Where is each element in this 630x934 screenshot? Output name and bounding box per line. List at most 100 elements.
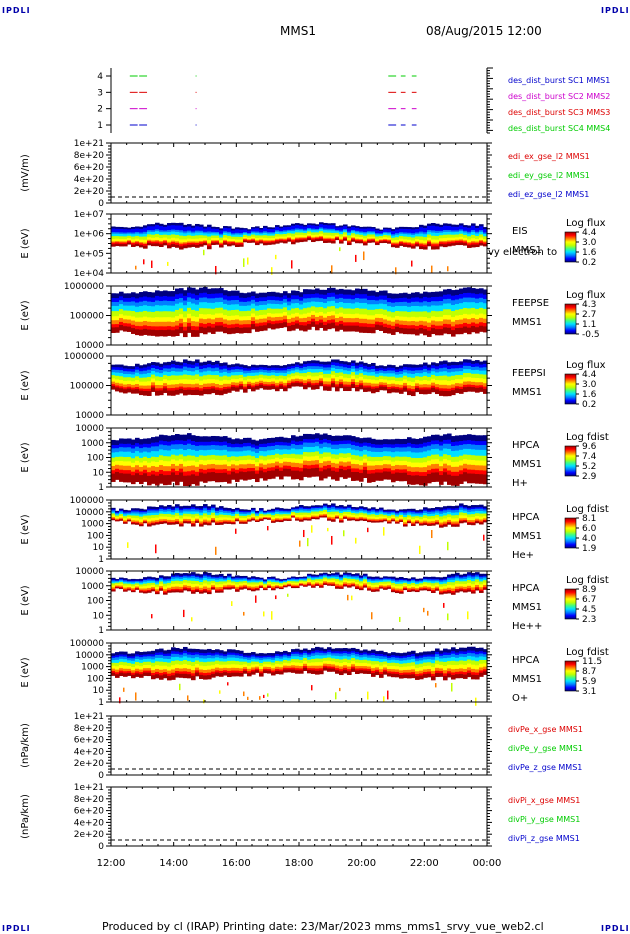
feepse-cell [451,295,456,301]
eis-cell [443,225,448,231]
hpca_h-cell [371,473,376,478]
hpca_he-cell [143,511,148,513]
hpca_h-cell [243,446,248,452]
eis-cell [303,232,308,236]
hpca_he-cell [319,505,324,508]
eis-cell [139,244,144,247]
hpca_h-cell [479,460,484,466]
feepsi-cell [403,366,408,371]
hpca_he-cell [127,513,132,516]
eis-cell [367,238,372,241]
feepsi-cell [199,384,204,389]
feepsi-cell [379,375,384,380]
feepse-colorbar-label: 2.7 [582,310,596,320]
hpca_h-cell [143,469,148,474]
hpca_h-cell [339,448,344,454]
feepse-cell [307,302,312,308]
feepse-cell [335,308,340,315]
hpca_he-cell [355,519,360,521]
hpca_he-cell [171,510,176,513]
feepsi-cell [411,391,416,394]
hpca_h-cell [147,462,152,468]
hpca_he-cell [355,508,360,511]
eis-cell [455,234,460,238]
eis-cell [475,236,480,240]
hpca_h-cell [423,451,428,458]
hpca_he-cell [219,514,224,518]
feepsi-cell [131,384,136,388]
hpca_he-cell [175,506,180,509]
feepsi-cell [135,366,140,371]
eis-cell [411,243,416,245]
hpca_he-cell [131,515,136,519]
eis-cell [287,225,292,228]
hpca_he-cell [183,509,188,512]
hpca_he-cell [127,518,132,521]
hpca_h-cell [427,470,432,475]
hpca_he-cell [279,509,284,512]
feepsi-cell [267,370,272,374]
eis-cell [299,232,304,236]
feepse-cell [171,317,176,323]
hpca_he-cell [183,521,188,523]
feepsi-cell [451,387,456,391]
hpca_h-cell [287,461,292,467]
feepse-cell [443,294,448,300]
feepse-cell [199,328,204,334]
hpca_h-cell [399,465,404,470]
hpca_he-cell [239,513,244,517]
hpca_he-cell [139,521,144,525]
eis-cell [231,233,236,236]
feepsi-cell [451,391,456,396]
hpca_h-cell [327,456,332,462]
hpca_he-cell [259,512,264,515]
hpca_h-instrument-label-1: MMS1 [512,459,542,470]
hpca_h-cell [131,475,136,480]
hpca_h-cell [175,455,180,462]
feepsi-cell [171,390,176,393]
eis-cell [163,240,168,242]
hpca_h-cell [479,478,484,484]
eis-cell [475,245,480,248]
hpca_h-cell [439,445,444,451]
eis-cell [407,242,412,244]
feepse-cell [215,313,220,319]
feepse-cell [319,322,324,325]
feepse-cell [195,310,200,318]
feepsi-cell [279,383,284,386]
feepsi-cell [431,371,436,376]
eis-cell [123,239,128,242]
feepse-cell [219,322,224,326]
hpca_he-cell [147,515,152,519]
hpca_he-cell [347,516,352,519]
eis-cell [247,241,252,243]
hpca_h-cell [379,465,384,470]
feepse-cell [255,301,260,307]
feepse-cell [407,293,412,300]
hpca_h-cell [111,461,116,467]
hpca_h-cell [407,478,412,485]
feepsi-cell [359,380,364,384]
feepsi-cell [127,384,132,388]
hpca_h-cell [355,475,360,481]
feepsi-cell [255,384,260,387]
eis-cell [323,240,328,242]
eis-cell [467,246,472,248]
feepse-cell [471,293,476,299]
feepsi-cell [335,369,340,374]
hpca_he-cell [315,509,320,512]
hpca_h-cell [187,455,192,462]
feepsi-cell [119,386,124,389]
hpca_he-cell [331,517,336,520]
feepse-cell [167,326,172,331]
eis-cell [207,247,212,250]
hpca_h-cell [299,467,304,472]
feepsi-cell [355,388,360,392]
feepse-cell [315,316,320,322]
feepsi-cell [483,390,488,394]
feepsi-cell [359,364,364,368]
hpca_h-cell [187,471,192,476]
eis-cell [363,240,368,243]
hpca_h-cell [351,454,356,460]
hpca_he-cell [187,519,192,522]
